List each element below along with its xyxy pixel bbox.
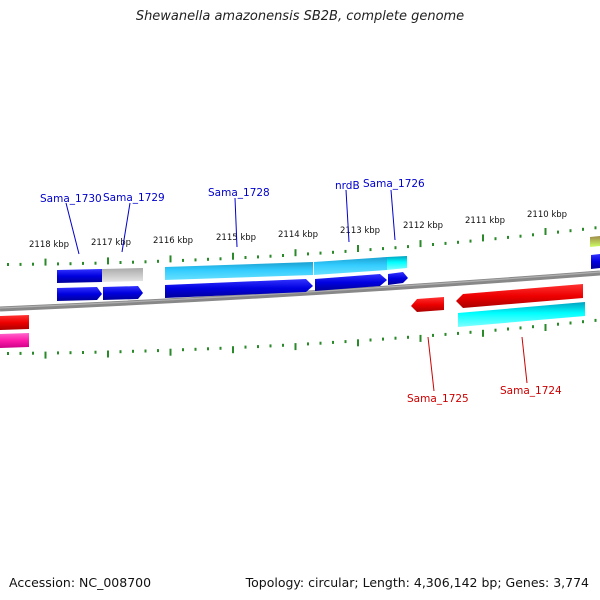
gene-arrow-sama-1724[interactable] [456,284,583,308]
feature-box [458,302,585,327]
gene-label-sama-1726[interactable]: Sama_1726 [363,178,425,190]
gene-arrow-sama-1730[interactable] [57,287,102,301]
tick-label: 2117 kbp [91,238,131,248]
feature-box [591,254,600,269]
genome-summary-text: Topology: circular; Length: 4,306,142 bp… [245,575,589,590]
feature-box [102,268,143,282]
gene-arrow-sama-1726[interactable] [388,272,408,285]
tick-label: 2113 kbp [340,226,380,236]
tick-label: 2115 kbp [216,233,256,243]
forward-features-outer [57,236,600,283]
feature-box [0,315,29,330]
gene-arrow-sama-1728[interactable] [165,279,313,298]
forward-tick-ring [7,226,597,266]
gene-label-sama-1725[interactable]: Sama_1725 [407,393,469,405]
tick-label: 2112 kbp [403,221,443,231]
feature-box [590,236,600,247]
gene-label-nrdb[interactable]: nrdB [335,180,360,192]
callout-lines [65,189,528,392]
feature-box [387,256,407,270]
feature-box [165,262,313,280]
reverse-tick-ring [7,318,597,359]
reverse-gene-arrows [0,284,585,348]
gene-label-sama-1729[interactable]: Sama_1729 [103,192,165,204]
tick-label: 2114 kbp [278,230,318,240]
tick-labels: 2118 kbp 2117 kbp 2116 kbp 2115 kbp 2114… [29,210,567,250]
gene-arrow-sama-1729[interactable] [103,286,143,300]
tick-label: 2111 kbp [465,216,505,226]
feature-box [0,333,29,348]
feature-box [57,269,102,283]
map-title: Shewanella amazonensis SB2B, complete ge… [135,9,465,24]
gene-arrow-nrdb[interactable] [315,274,387,291]
gene-labels: Sama_1730 Sama_1729 Sama_1728 nrdB Sama_… [40,178,562,405]
gene-label-sama-1730[interactable]: Sama_1730 [40,193,102,205]
forward-gene-arrows [57,272,408,301]
feature-box [314,257,387,275]
gene-label-sama-1724[interactable]: Sama_1724 [500,385,562,397]
genome-backbone [0,270,600,312]
gene-arrow-sama-1725[interactable] [411,297,444,312]
accession-text: Accession: NC_008700 [9,575,152,590]
tick-label: 2110 kbp [527,210,567,220]
tick-label: 2116 kbp [153,236,193,246]
tick-label: 2118 kbp [29,240,69,250]
gene-label-sama-1728[interactable]: Sama_1728 [208,187,270,199]
